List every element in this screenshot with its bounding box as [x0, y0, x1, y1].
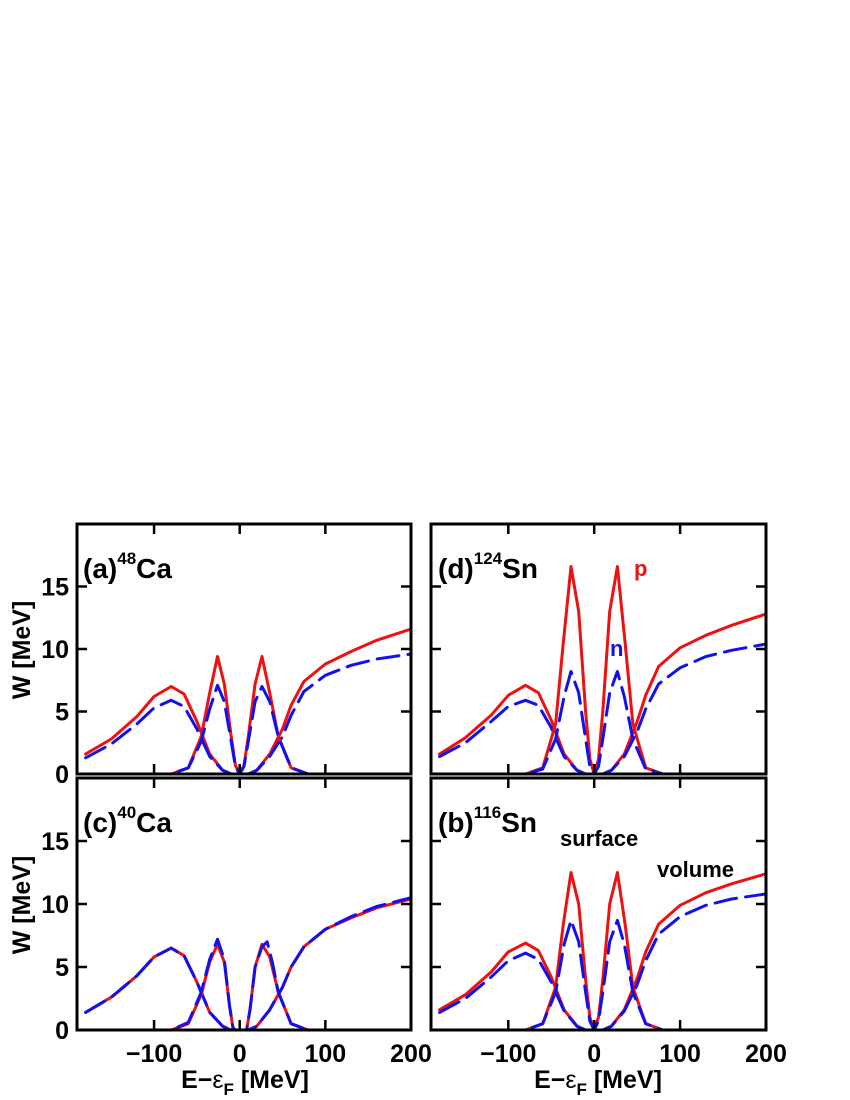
- panel-curves: [84, 896, 411, 1030]
- panel-curves: [438, 871, 766, 1030]
- panel-c: 0 5 10 15 −100 0 100 200 (c)40Ca: [41, 776, 432, 1068]
- x-tick-label: −100: [126, 1040, 182, 1068]
- panel-title: (b)116Sn: [438, 803, 537, 838]
- panel-title-prefix: (d): [438, 553, 474, 584]
- panel-title-element: Ca: [136, 553, 172, 584]
- x-tick-label: −100: [480, 1040, 536, 1068]
- annotation-p: p: [634, 556, 647, 581]
- x-axis-label-eps: ε: [212, 1066, 223, 1094]
- x-axis-label-main: E−: [534, 1066, 565, 1094]
- series-p-solid-2: [438, 565, 766, 774]
- x-axis-label-eps: ε: [565, 1066, 576, 1094]
- y-tick-label: 0: [55, 761, 69, 789]
- y-axis-label-bottom: W [MeV]: [8, 856, 36, 955]
- series-n-dashed-1: [84, 896, 411, 1030]
- x-axis-label-left: E−εF [MeV]: [181, 1066, 309, 1099]
- series-n-dashed-1: [438, 892, 766, 1030]
- panel-a: 0 5 10 15 (a)48Ca: [41, 522, 413, 789]
- panel-title: (a)48Ca: [83, 549, 172, 584]
- y-axis-label-top: W [MeV]: [8, 601, 36, 700]
- panel-title-mass: 48: [117, 549, 136, 568]
- panel-b: −100 0 100 200 (b)116Sn: [429, 776, 787, 1068]
- x-axis-label-sub: F: [224, 1080, 234, 1099]
- panel-title-element: Sn: [501, 807, 537, 838]
- y-tick-label: 15: [41, 574, 69, 602]
- annotation-n: n: [610, 636, 623, 661]
- panel-curves: [84, 627, 411, 774]
- x-tick-label: 200: [390, 1040, 432, 1068]
- annotation-volume: volume: [657, 857, 734, 882]
- x-tick-label: 100: [659, 1040, 701, 1068]
- x-tick-label: 200: [745, 1040, 787, 1068]
- series-p-solid-0: [438, 872, 766, 1030]
- y-tick-label: 5: [55, 954, 69, 982]
- panel-title: (c)40Ca: [83, 803, 172, 838]
- panel-title: (d)124Sn: [438, 549, 538, 584]
- annotation-surface: surface: [560, 826, 638, 851]
- x-tick-label: 0: [233, 1040, 247, 1068]
- y-tick-label: 10: [41, 891, 69, 919]
- y-tick-label: 15: [41, 828, 69, 856]
- panel-curves: [438, 565, 766, 774]
- panel-title-prefix: (b): [438, 807, 474, 838]
- y-tick-label: 5: [55, 699, 69, 727]
- series-n-dashed-1: [84, 652, 411, 774]
- panel-title-mass: 40: [117, 803, 136, 822]
- panel-title-mass: 124: [474, 549, 503, 568]
- x-tick-label: 0: [587, 1040, 601, 1068]
- series-n-dashed-3: [84, 937, 411, 1030]
- series-n-dashed-3: [438, 670, 766, 774]
- panel-d: (d)124Sn: [429, 522, 768, 776]
- x-axis-label-main: E−: [181, 1066, 212, 1094]
- y-tick-label: 10: [41, 636, 69, 664]
- x-axis-label-right: E−εF [MeV]: [534, 1066, 662, 1099]
- panel-title-element: Sn: [502, 553, 538, 584]
- series-n-dashed-1: [438, 642, 766, 774]
- series-p-solid-0: [438, 612, 766, 774]
- panel-title-prefix: (c): [83, 807, 117, 838]
- x-axis-label-unit: [MeV]: [587, 1066, 662, 1094]
- series-n-dashed-3: [438, 918, 766, 1030]
- series-n-dashed-3: [84, 683, 411, 774]
- panel-title-prefix: (a): [83, 553, 117, 584]
- x-axis-label-sub: F: [577, 1080, 587, 1099]
- x-tick-label: 100: [304, 1040, 346, 1068]
- y-tick-label: 0: [55, 1017, 69, 1045]
- x-axis-label-unit: [MeV]: [234, 1066, 309, 1094]
- panel-title-element: Ca: [136, 807, 172, 838]
- series-p-solid-0: [84, 627, 411, 774]
- panel-title-mass: 116: [474, 803, 501, 822]
